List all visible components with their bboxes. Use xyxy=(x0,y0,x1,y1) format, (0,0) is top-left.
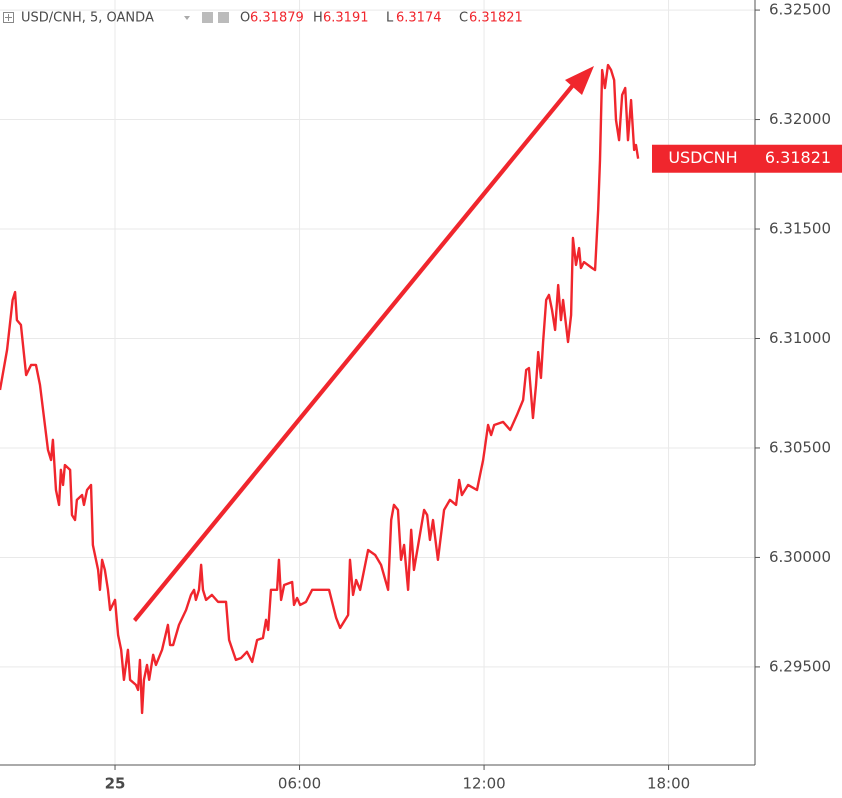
legend-header: USD/CNH, 5, OANDA O 6.31879 H 6.3191 L 6.3174… xyxy=(3,11,523,26)
settings-icon[interactable] xyxy=(218,12,229,23)
x-tick-label: 25 xyxy=(105,775,126,793)
price-line xyxy=(0,63,640,715)
dropdown-icon[interactable] xyxy=(184,16,190,20)
ohlc-label: O xyxy=(240,11,250,26)
ohlc: O 6.31879 H 6.3191 L 6.3174 C 6.31821 xyxy=(240,11,523,26)
expand-icon[interactable] xyxy=(3,12,14,23)
ohlc-label: H xyxy=(313,11,323,26)
ohlc-value: 6.3191 xyxy=(323,11,369,26)
ohlc-label: C xyxy=(459,11,468,26)
y-tick-label: 6.30000 xyxy=(769,548,831,566)
ohlc-value: 6.31879 xyxy=(250,11,304,26)
eye-icon[interactable] xyxy=(202,12,213,23)
y-tick-label: 6.32000 xyxy=(769,110,831,128)
y-tick-label: 6.29500 xyxy=(769,657,831,675)
arrow-head xyxy=(565,66,594,95)
x-tick-label: 06:00 xyxy=(278,775,321,793)
y-tick-label: 6.31000 xyxy=(769,329,831,347)
ohlc-label: L xyxy=(386,11,394,26)
price-tag-value-bg xyxy=(755,144,842,173)
price-tag-name-bg xyxy=(652,144,755,173)
price-tag-value: 6.31821 xyxy=(765,148,831,167)
ohlc-value: 6.31821 xyxy=(469,11,523,26)
ohlc-value: 6.3174 xyxy=(396,11,442,26)
price-tag-name: USDCNH xyxy=(668,148,737,167)
arrow-annotation xyxy=(133,66,594,622)
chart-title: USD/CNH, 5, OANDA xyxy=(21,11,154,26)
x-tick-label: 12:00 xyxy=(462,775,505,793)
y-tick-label: 6.31500 xyxy=(769,220,831,238)
marks xyxy=(0,63,640,715)
x-tick-label: 18:00 xyxy=(647,775,690,793)
y-tick-label: 6.30500 xyxy=(769,438,831,456)
y-tick-label: 6.32500 xyxy=(769,1,831,19)
arrow-shaft xyxy=(133,83,575,622)
